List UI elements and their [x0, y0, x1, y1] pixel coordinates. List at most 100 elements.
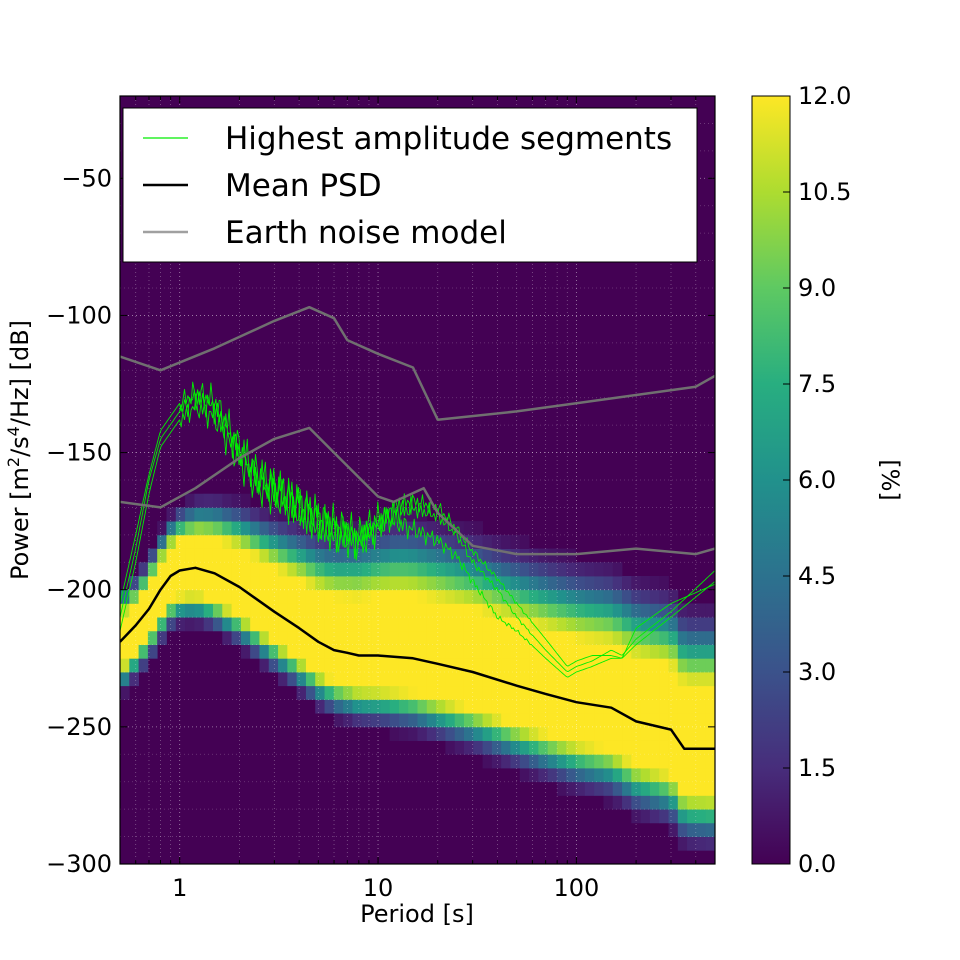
heatmap-cell [315, 534, 325, 549]
heatmap-cell [584, 589, 595, 604]
heatmap-cell [529, 699, 539, 714]
heatmap-cell [250, 603, 260, 618]
heatmap-cell [668, 713, 679, 728]
heatmap-cell [659, 713, 669, 728]
heatmap-cell [352, 562, 363, 577]
heatmap-cell [705, 603, 715, 618]
heatmap-cell [398, 726, 409, 741]
legend-box [122, 107, 698, 263]
heatmap-cell [584, 617, 595, 632]
heatmap-cell [129, 603, 139, 618]
heatmap-cell [603, 562, 614, 577]
heatmap-cell [510, 562, 521, 577]
heatmap-cell [166, 507, 177, 522]
heatmap-cell [696, 822, 707, 837]
heatmap-cell [203, 534, 214, 549]
heatmap-cell [147, 562, 158, 577]
heatmap-cell [668, 699, 679, 714]
heatmap-cell [538, 562, 549, 577]
heatmap-cell [268, 576, 279, 591]
series-layer [120, 305, 715, 751]
heatmap-cell [287, 630, 298, 645]
heatmap-cell [510, 754, 521, 769]
heatmap-cell [510, 699, 521, 714]
colorbar-tick-label: 4.5 [798, 562, 836, 590]
heatmap-cell [705, 809, 715, 824]
heatmap-cell [212, 507, 223, 522]
heatmap-cell [705, 822, 715, 837]
heatmap-cell [482, 534, 493, 549]
heatmap-cell [343, 685, 353, 700]
heatmap-cell [584, 726, 595, 741]
heatmap-cell [584, 644, 595, 659]
colorbar-tick-label: 7.5 [798, 370, 836, 398]
heatmap-cell [640, 699, 651, 714]
heatmap-cell [491, 685, 502, 700]
heatmap-cell [463, 548, 474, 563]
heatmap-cell [649, 603, 660, 618]
heatmap-cell [426, 685, 437, 700]
heatmap-cell [463, 630, 474, 645]
heatmap-cell [166, 562, 177, 577]
heatmap-cell [352, 685, 363, 700]
heatmap-cell [687, 617, 697, 632]
heatmap-cell [380, 617, 391, 632]
heatmap-cell [389, 685, 400, 700]
heatmap-cell [631, 740, 642, 755]
heatmap-cell [222, 507, 232, 522]
heatmap-cell [687, 768, 697, 783]
heatmap-cell [547, 617, 558, 632]
heatmap-cell [649, 809, 660, 824]
heatmap-cell [529, 548, 539, 563]
heatmap-cell [547, 603, 558, 618]
heatmap-cell [408, 726, 418, 741]
heatmap-cell [705, 685, 715, 700]
heatmap-cell [529, 658, 539, 673]
heatmap-cell [575, 617, 586, 632]
heatmap-cell [649, 644, 660, 659]
heatmap-cell [231, 589, 242, 604]
heatmap-cell [203, 548, 214, 563]
heatmap-cell [436, 589, 446, 604]
heatmap-cell [259, 507, 270, 522]
heatmap-cell [510, 644, 521, 659]
heatmap-cell [677, 822, 688, 837]
heatmap-cell [538, 754, 549, 769]
heatmap-cell [584, 699, 595, 714]
heatmap-cell [417, 617, 428, 632]
heatmap-cell [175, 603, 186, 618]
heatmap-cell [668, 630, 679, 645]
heatmap-cell [138, 644, 149, 659]
heatmap-cell [659, 630, 669, 645]
heatmap-cell [668, 754, 679, 769]
heatmap-cell [240, 617, 251, 632]
heatmap-cell [631, 603, 642, 618]
heatmap-cell [473, 658, 483, 673]
heatmap-cell [408, 713, 418, 728]
heatmap-cell [250, 576, 260, 591]
heatmap-cell [185, 576, 195, 591]
heatmap-cell [622, 603, 632, 618]
heatmap-cell [380, 589, 391, 604]
heatmap-cell [454, 658, 465, 673]
heatmap-cell [687, 822, 697, 837]
x-tick-label: 1 [172, 874, 187, 902]
heatmap-cell [482, 713, 493, 728]
heatmap-cell [677, 795, 688, 810]
heatmap-cell [203, 603, 214, 618]
heatmap-cell [482, 658, 493, 673]
heatmap-cell [454, 603, 465, 618]
heatmap-cell [454, 630, 465, 645]
heatmap-cell [333, 562, 344, 577]
heatmap-cell [389, 630, 400, 645]
heatmap-cell [278, 521, 288, 536]
heatmap-cell [594, 768, 604, 783]
heatmap-cell [696, 658, 707, 673]
heatmap-cell [287, 534, 298, 549]
heatmap-cell [389, 658, 400, 673]
heatmap-cell [649, 630, 660, 645]
heatmap-cell [371, 617, 381, 632]
heatmap-cell [268, 644, 279, 659]
heatmap-cell [575, 576, 586, 591]
heatmap-cell [696, 754, 707, 769]
